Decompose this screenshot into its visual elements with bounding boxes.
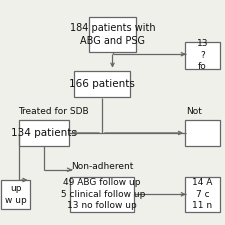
FancyBboxPatch shape (185, 177, 220, 212)
FancyBboxPatch shape (185, 120, 220, 146)
Text: up
w up: up w up (5, 184, 27, 205)
Text: 14 A
7 c
11 n: 14 A 7 c 11 n (192, 178, 213, 210)
Text: 184 patients with
ABG and PSG: 184 patients with ABG and PSG (70, 23, 155, 46)
Text: 166 patients: 166 patients (69, 79, 135, 89)
Text: 49 ABG follow up
 5 clinical follow up
13 no follow up: 49 ABG follow up 5 clinical follow up 13… (58, 178, 146, 210)
FancyBboxPatch shape (18, 120, 69, 146)
Text: Not: Not (187, 107, 202, 116)
FancyBboxPatch shape (89, 17, 136, 52)
Text: 134 patients: 134 patients (11, 128, 77, 138)
Text: Treated for SDB: Treated for SDB (18, 107, 89, 116)
FancyBboxPatch shape (70, 177, 134, 212)
Text: 13
?
fo: 13 ? fo (197, 39, 208, 71)
Text: Non-adherent: Non-adherent (72, 162, 134, 171)
FancyBboxPatch shape (74, 71, 130, 97)
FancyBboxPatch shape (185, 42, 220, 69)
FancyBboxPatch shape (1, 180, 30, 209)
